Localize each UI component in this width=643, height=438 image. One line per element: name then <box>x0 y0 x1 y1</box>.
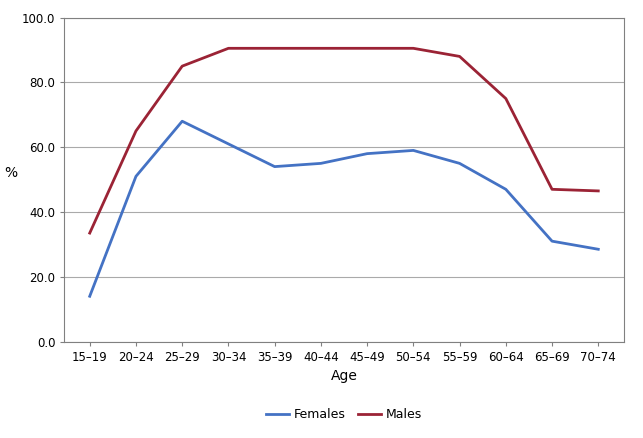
Males <box>224 46 232 51</box>
Males <box>456 54 464 59</box>
Males <box>317 46 325 51</box>
Females <box>363 151 371 156</box>
Females <box>548 239 556 244</box>
Males <box>178 64 186 69</box>
Females <box>317 161 325 166</box>
Females <box>224 141 232 147</box>
Males <box>410 46 417 51</box>
Females <box>410 148 417 153</box>
Males <box>86 230 94 236</box>
Line: Females: Females <box>90 121 598 296</box>
Males <box>271 46 278 51</box>
X-axis label: Age: Age <box>331 369 358 383</box>
Females <box>456 161 464 166</box>
Legend: Females, Males: Females, Males <box>261 403 427 426</box>
Line: Males: Males <box>90 48 598 233</box>
Males <box>132 128 140 134</box>
Females <box>86 293 94 299</box>
Males <box>548 187 556 192</box>
Y-axis label: %: % <box>5 166 17 180</box>
Females <box>178 119 186 124</box>
Males <box>363 46 371 51</box>
Females <box>594 247 602 252</box>
Females <box>132 174 140 179</box>
Males <box>594 188 602 194</box>
Males <box>502 96 510 101</box>
Females <box>271 164 278 169</box>
Females <box>502 187 510 192</box>
